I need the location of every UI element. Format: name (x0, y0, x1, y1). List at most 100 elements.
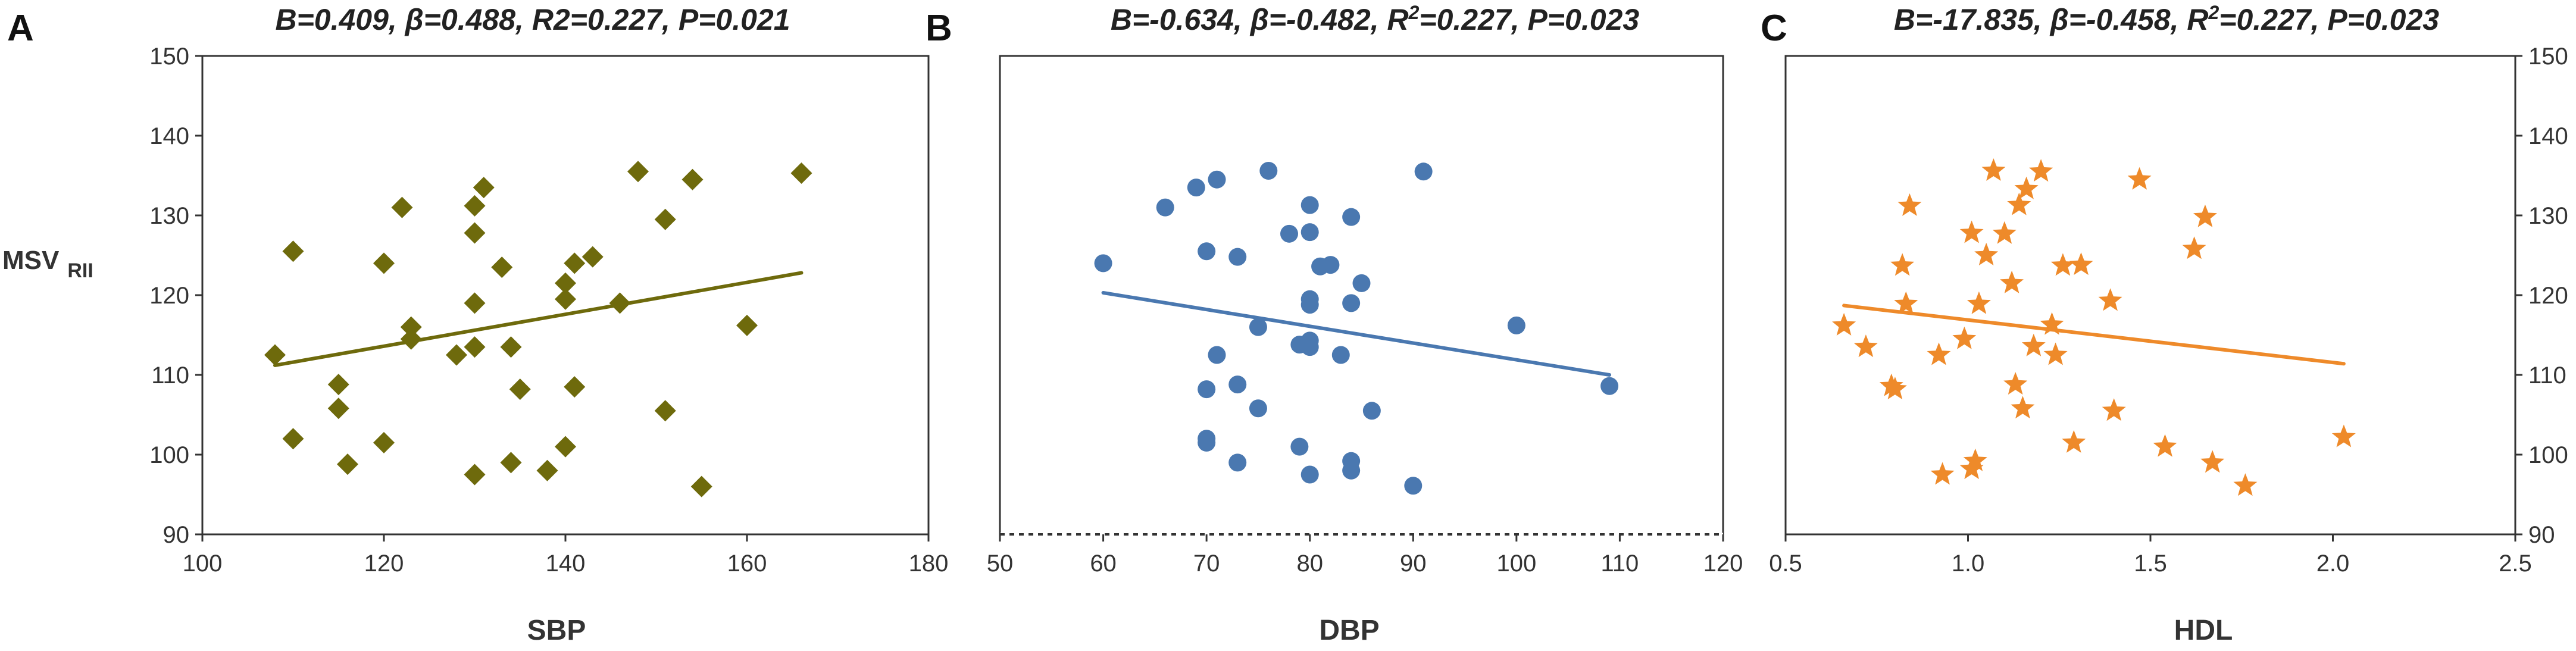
panel-a-data-point (446, 344, 467, 366)
panel-a-data-point (555, 288, 576, 310)
panel-a-y-tick-label: 120 (149, 283, 189, 309)
panel-b-data-point (1342, 461, 1361, 480)
panel-c-data-point (2003, 372, 2028, 395)
panel-b-data-point (1300, 223, 1319, 242)
panel-a-data-point (373, 252, 395, 274)
panel-a-data-point (400, 316, 422, 338)
panel-a: A B=0.409, β=0.488, R2=0.227, P=0.021 10… (2, 3, 948, 646)
panel-c-data-point (2193, 204, 2217, 227)
panel-b-data-point (1300, 296, 1319, 314)
panel-a-title-part: B=0.409, β=0.488, R2=0.227, P=0.021 (275, 3, 790, 36)
panel-c-y-tick-label: 130 (2528, 203, 2568, 229)
panel-c-data-point (1992, 221, 2017, 244)
panel-a-data-point (500, 336, 522, 358)
panel-c-y-tick-label: 140 (2528, 123, 2568, 149)
panel-a-data-point (373, 431, 395, 453)
panel-a-data-point (391, 196, 413, 218)
panel-b-x-tick-label: 70 (1193, 550, 1220, 577)
panel-b-x-tick-label: 80 (1296, 550, 1323, 577)
panel-b-data-point (1507, 316, 1525, 334)
panel-c-data-point (1879, 373, 1903, 396)
panel-b-x-tick-label: 90 (1400, 550, 1427, 577)
panel-a-title: B=0.409, β=0.488, R2=0.227, P=0.021 (275, 3, 790, 36)
panel-a-data-point (555, 436, 576, 458)
panel-a-data-point (654, 400, 676, 422)
panel-b-data-point (1300, 196, 1319, 214)
panel-c-data-point (1853, 334, 1878, 358)
panel-c-data-point (2200, 450, 2225, 473)
panel-c-axes: 0.5 1.0 1.5 2.0 2.590 100 110 120 130 140 150 (1769, 43, 2568, 577)
panel-a-x-tick-label: 160 (727, 550, 767, 577)
panel-b-title-part: B=-0.634, β=-0.482, R (1111, 3, 1409, 36)
panel-a-data-point (609, 292, 631, 314)
panel-b-points (1094, 161, 1619, 495)
panel-a-points (264, 161, 812, 497)
panel-c-title-part: =0.227, P=0.023 (2219, 3, 2439, 36)
panel-a-data-point (500, 452, 522, 474)
panel-c-letter: C (1761, 8, 1787, 49)
panel-c: C B=-17.835, β=-0.458, R2=0.227, P=0.023… (1761, 2, 2568, 646)
panel-c-y-tick-label: 150 (2528, 43, 2568, 70)
panel-c-title-part: B=-17.835, β=-0.458, R (1894, 3, 2209, 36)
panel-c-data-point (1894, 291, 1918, 314)
panel-a-data-point (264, 344, 286, 366)
panel-c-data-point (2000, 270, 2024, 293)
panel-c-data-point (2233, 473, 2258, 496)
panel-a-y-label: MSV RII (2, 246, 93, 282)
panel-c-y-tick-label: 90 (2528, 522, 2555, 548)
panel-b-x-tick-label: 60 (1090, 550, 1117, 577)
panel-a-data-point (790, 162, 812, 184)
panel-b-data-point (1094, 254, 1112, 273)
panel-a-data-point (464, 195, 486, 217)
panel-c-data-point (2040, 312, 2064, 335)
panel-a-data-point (690, 475, 712, 497)
panel-a-data-point (473, 177, 495, 199)
panel-b-data-point (1290, 437, 1309, 456)
panel-b-data-point (1331, 346, 1350, 364)
panel-a-x-label: SBP (527, 615, 586, 646)
panel-a-data-point (464, 292, 486, 314)
panel-b-data-point (1249, 399, 1267, 418)
panel-b-data-point (1300, 338, 1319, 356)
panel-a-data-point (582, 246, 604, 268)
panel-b-x-label: DBP (1319, 615, 1379, 646)
panel-c-data-point (2007, 192, 2031, 215)
panel-b-data-point (1342, 208, 1361, 226)
panel-b-data-point (1156, 198, 1174, 217)
panel-b-data-point (1249, 318, 1267, 336)
panel-a-data-point (400, 328, 422, 350)
panel-a-y-tick-label: 150 (149, 43, 189, 70)
panel-c-x-tick-label: 2.5 (2499, 550, 2532, 577)
panel-b-data-point (1198, 380, 1216, 399)
panel-c-data-point (2062, 430, 2086, 453)
panel-c-data-point (2021, 333, 2046, 356)
panel-a-data-point (464, 336, 486, 358)
panel-c-data-point (2011, 396, 2035, 419)
panel-c-data-point (1832, 312, 1856, 336)
panel-b-title: B=-0.634, β=-0.482, R2=0.227, P=0.023 (1111, 2, 1640, 36)
panel-a-y-tick-label: 140 (149, 123, 189, 149)
panel-b-data-point (1228, 375, 1247, 394)
panel-b-data-point (1208, 346, 1226, 364)
panel-b-x-tick-label: 50 (987, 550, 1014, 577)
panel-a-letter: A (7, 8, 34, 49)
panel-a-data-point (282, 240, 304, 262)
panel-b-x-tick-label: 120 (1703, 550, 1743, 577)
panel-c-y-tick-label: 120 (2528, 283, 2568, 309)
panel-b-letter: B (926, 8, 952, 49)
panel-a-data-point (491, 256, 513, 278)
panel-c-data-point (2331, 424, 2356, 447)
panel-c-y-tick-label: 100 (2528, 442, 2568, 468)
panel-c-data-point (1897, 193, 1922, 216)
panel-c-x-tick-label: 2.0 (2316, 550, 2350, 577)
panel-c-data-point (2050, 253, 2075, 276)
panel-a-data-point (627, 161, 649, 183)
panel-c-data-point (2102, 398, 2126, 421)
panel-c-data-point (2098, 288, 2122, 311)
panel-a-x-tick-label: 180 (909, 550, 949, 577)
panel-a-y-tick-label: 130 (149, 203, 189, 229)
panel-a-x-tick-label: 100 (183, 550, 223, 577)
panel-b: B B=-0.634, β=-0.482, R2=0.227, P=0.023 … (926, 2, 1743, 646)
